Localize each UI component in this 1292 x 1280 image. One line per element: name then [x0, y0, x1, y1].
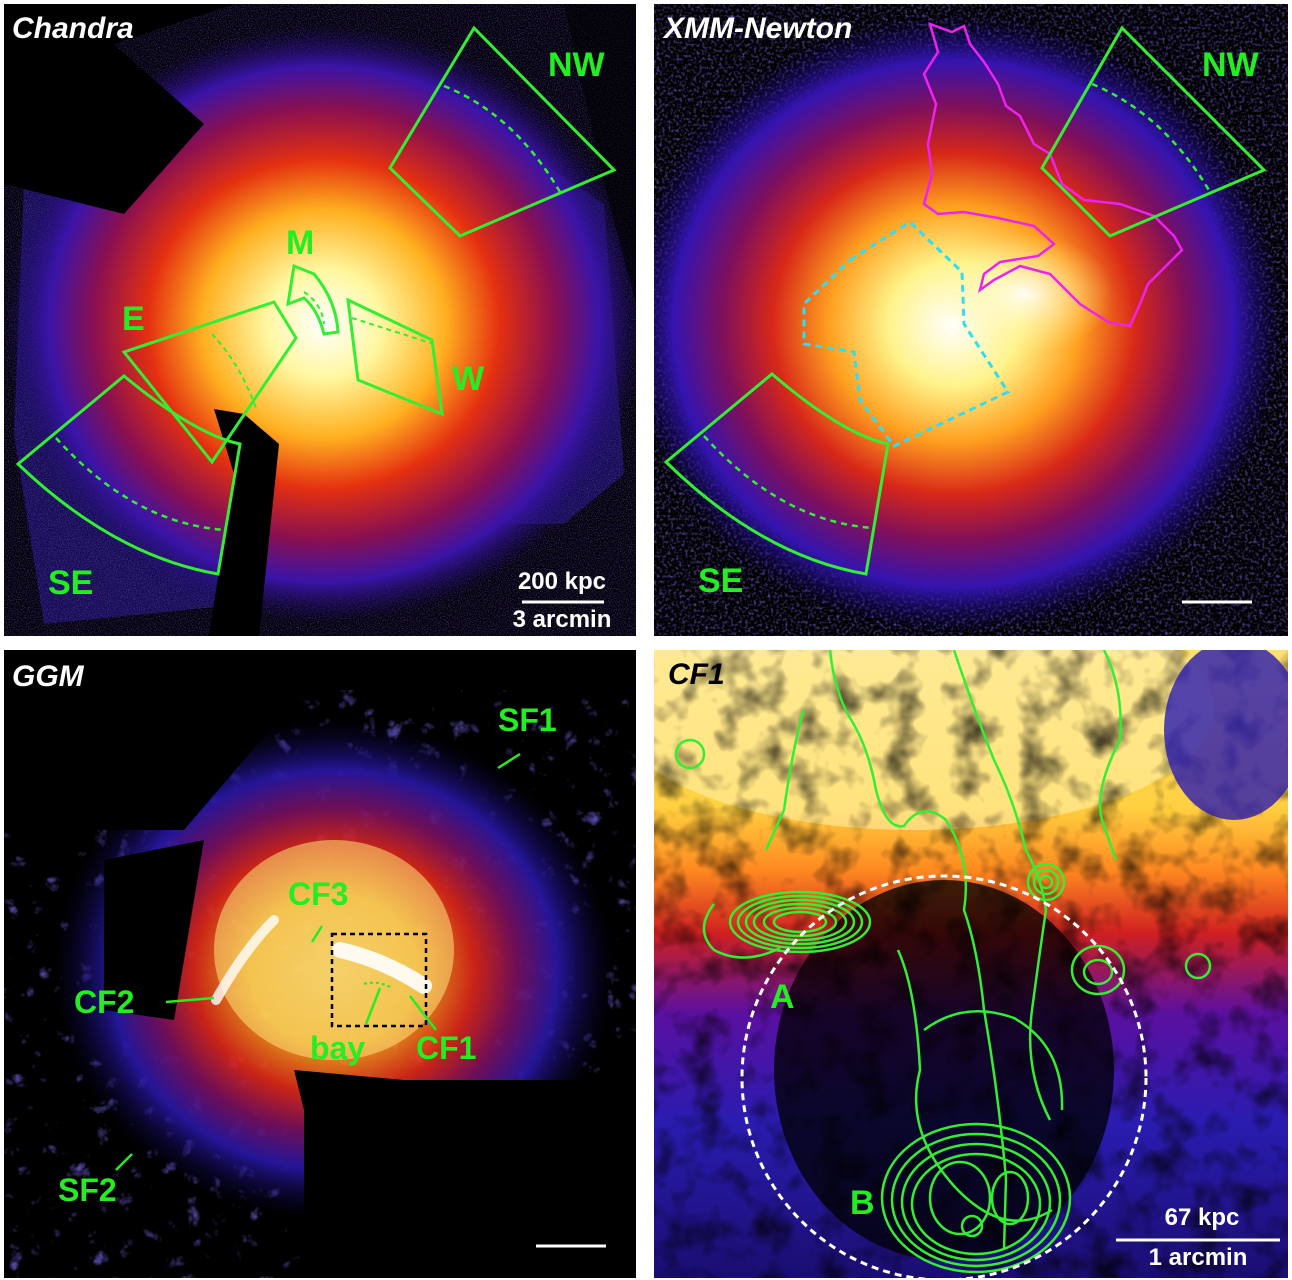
- cf1-scale-top: 67 kpc: [1164, 1204, 1240, 1231]
- cf1-arrow: [409, 995, 437, 1031]
- chandra-scale-bottom: 3 arcmin: [512, 606, 612, 633]
- xmm-label-nw: NW: [1202, 46, 1259, 84]
- sf1-arrow: [497, 752, 521, 770]
- w-region: [346, 297, 444, 417]
- se-region-dashed-arc: [55, 437, 227, 532]
- ggm-label-cf3: CF3: [288, 876, 349, 912]
- cf2-arrow: [165, 996, 215, 1004]
- chandra-label-nw: NW: [548, 46, 605, 84]
- xmm-image: [654, 4, 1288, 636]
- ggm-title: GGM: [12, 660, 84, 693]
- xmm-cyan-region: [802, 220, 1011, 448]
- ggm-cf1-box: [330, 932, 428, 1028]
- ggm-label-sf1: SF1: [498, 702, 557, 738]
- cf1-scale-bottom: 1 arcmin: [1148, 1244, 1248, 1271]
- xmm-se-region: [663, 372, 890, 576]
- chandra-image: [4, 4, 636, 636]
- chandra-label-w: W: [452, 360, 485, 398]
- e-region: [121, 300, 298, 465]
- bay-arrow: [364, 987, 382, 1025]
- sf2-arrow: [115, 1153, 133, 1171]
- xmm-panel: XMM-Newton NW SE: [654, 4, 1288, 636]
- cf1-label-b: B: [850, 1184, 875, 1222]
- ggm-label-cf2: CF2: [74, 984, 135, 1020]
- cf1-label-a: A: [770, 978, 795, 1016]
- cf3-arrow: [310, 925, 324, 943]
- chandra-label-e: E: [122, 300, 145, 338]
- xmm-nw-region: [1040, 25, 1267, 238]
- chandra-scale-top: 200 kpc: [517, 568, 607, 595]
- cf1-title: CF1: [668, 658, 725, 691]
- chandra-label-m: M: [286, 224, 315, 262]
- nw-region: [388, 25, 617, 238]
- xmm-title: XMM-Newton: [664, 12, 853, 45]
- radio-contours: [674, 650, 1212, 1274]
- chandra-label-se: SE: [48, 564, 94, 602]
- xmm-magenta-contour: [922, 21, 1184, 328]
- cf1-dashed-circle: [740, 874, 1148, 1278]
- m-region: [286, 263, 340, 336]
- se-region: [15, 374, 242, 576]
- cf1-image: [654, 650, 1288, 1278]
- chandra-title: Chandra: [12, 12, 134, 45]
- ggm-image: [4, 650, 636, 1278]
- ggm-label-bay: bay: [310, 1030, 366, 1066]
- ggm-label-cf1: CF1: [416, 1030, 477, 1066]
- chandra-panel: Chandra NW M E W SE 200 kpc 3 arcmin: [4, 4, 636, 636]
- cf1-panel: CF1 A B 67 kpc 1 arcmin: [654, 650, 1288, 1278]
- ggm-label-sf2: SF2: [58, 1172, 117, 1208]
- xmm-label-se: SE: [698, 562, 744, 600]
- ggm-panel: GGM SF1 CF3 CF2 bay CF1 SF2: [4, 650, 636, 1278]
